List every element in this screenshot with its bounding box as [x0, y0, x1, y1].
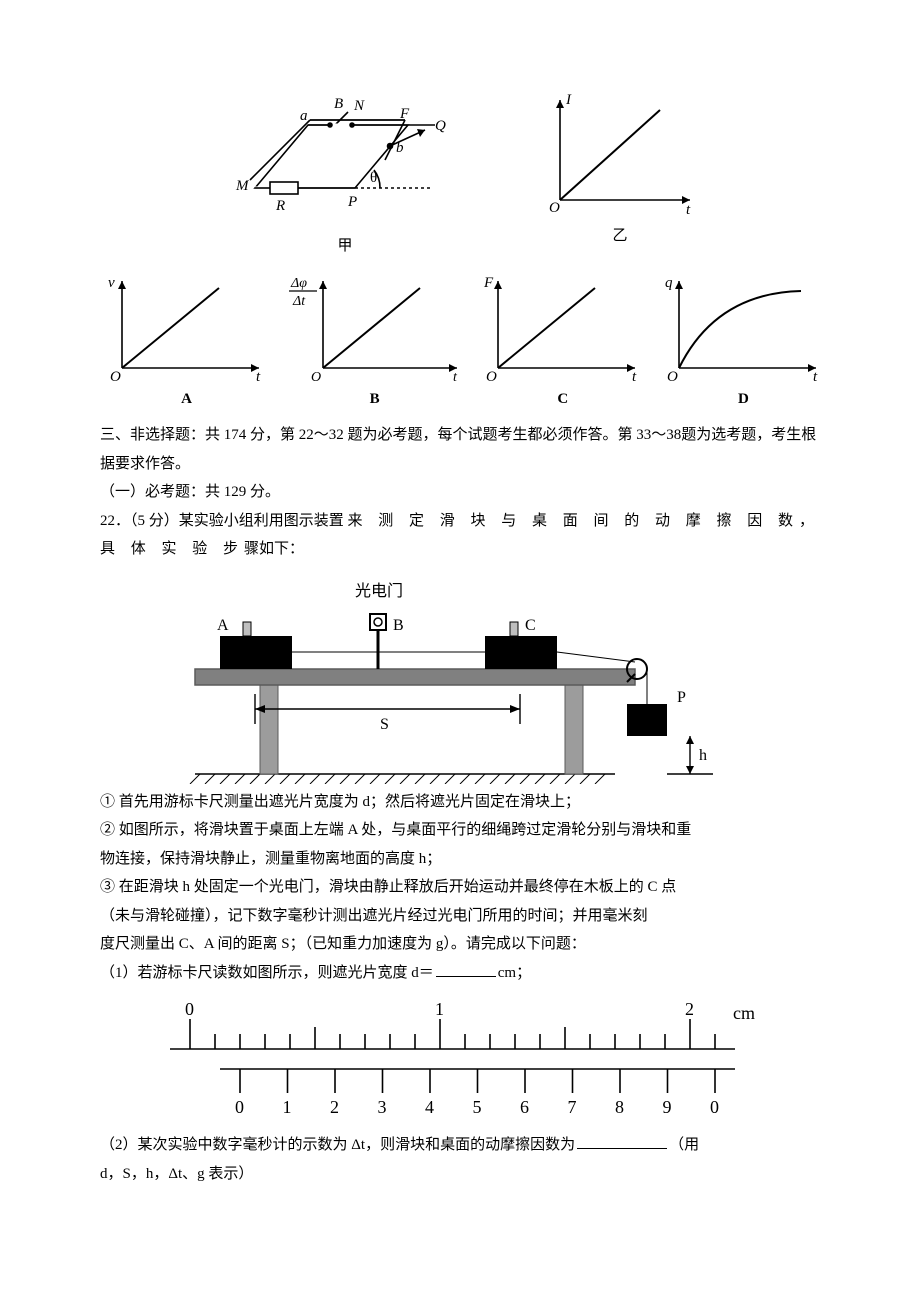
panel-C: F O t C	[480, 273, 645, 414]
panel-B-origin: O	[311, 370, 321, 383]
svg-text:2: 2	[685, 999, 694, 1019]
label-F: F	[399, 106, 410, 122]
panel-C-origin: O	[486, 369, 497, 383]
label-a: a	[300, 108, 308, 124]
label-apparatus-B: B	[393, 617, 404, 634]
panel-A-y: v	[108, 275, 115, 291]
sub-q2-pre: （2）某次实验中数字毫秒计的示数为 Δt，则滑块和桌面的动摩擦因数为	[100, 1137, 575, 1153]
steps-text: ① 首先用游标卡尺测量出遮光片宽度为 d；然后将遮光片固定在滑块上； ② 如图所…	[100, 788, 830, 988]
circuit-figure-panel: B N a F Q M R P b θ 甲	[230, 90, 460, 261]
panel-A-label: A	[181, 385, 192, 414]
sub-q1: （1）若游标卡尺读数如图所示，则遮光片宽度 d＝ cm；	[100, 959, 830, 988]
panel-B-y-den: Δt	[292, 294, 306, 309]
q22-line1: 22．（5 分）某实验小组利用图示装置 来 测 定 滑 块 与 桌 面 间 的 …	[100, 507, 830, 536]
label-b: b	[396, 140, 404, 156]
label-Q: Q	[435, 118, 446, 134]
panel-D-label: D	[738, 385, 749, 414]
apparatus-svg: 光电门 A B C P S h	[165, 574, 765, 784]
panel-A-svg: v O t	[104, 273, 269, 383]
panel-B: Δφ Δt O t B	[285, 273, 465, 414]
graph-vt-x: t	[686, 202, 691, 218]
svg-text:2: 2	[330, 1097, 339, 1117]
label-P: P	[347, 194, 357, 210]
sub-q1-pre: （1）若游标卡尺读数如图所示，则遮光片宽度 d＝	[100, 965, 434, 981]
svg-text:0: 0	[235, 1097, 244, 1117]
graph-vt-panel: I O t 乙	[540, 90, 700, 261]
svg-text:3: 3	[378, 1097, 387, 1117]
label-apparatus-C: C	[525, 617, 536, 634]
sub-q2-line1: （2）某次实验中数字毫秒计的示数为 Δt，则滑块和桌面的动摩擦因数为 （用	[100, 1131, 830, 1160]
step-2a: ② 如图所示，将滑块置于桌面上左端 A 处，与桌面平行的细绳跨过定滑轮分别与滑块…	[100, 816, 830, 845]
q22-line2: 具 体 实 验 步骤如下：	[100, 535, 830, 564]
panel-B-label: B	[370, 385, 380, 414]
q22-line1-normal: 22．（5 分）某实验小组利用图示装置	[100, 513, 344, 529]
label-M: M	[235, 178, 250, 194]
graph-vt-y: I	[565, 92, 572, 108]
label-apparatus-A: A	[217, 617, 229, 634]
q22-line2-tail: 骤如下：	[244, 541, 304, 557]
q22-line1-spaced: 来 测 定 滑 块 与 桌 面 间 的 动 摩 擦 因 数，	[348, 513, 821, 529]
panel-C-y: F	[483, 275, 494, 291]
section-heading: 三、非选择题：共 174 分，第 22～32 题为必考题，每个试题考生都必须作答…	[100, 421, 830, 478]
panel-A-origin: O	[110, 369, 121, 383]
panel-D-origin: O	[667, 369, 678, 383]
sub-q2-post: （用	[669, 1137, 699, 1153]
svg-text:8: 8	[615, 1097, 624, 1117]
panel-D-svg: q O t	[661, 273, 826, 383]
svg-text:0: 0	[710, 1097, 719, 1117]
subsection: （一）必考题：共 129 分。	[100, 478, 830, 507]
svg-text:1: 1	[283, 1097, 292, 1117]
svg-text:6: 6	[520, 1097, 529, 1117]
svg-text:5: 5	[473, 1097, 482, 1117]
sub-q2-line2: d，S，h，Δt、g 表示）	[100, 1160, 830, 1189]
step-3b: （未与滑轮碰撞），记下数字毫秒计测出遮光片经过光电门所用的时间；并用毫米刻	[100, 902, 830, 931]
step-3a: ③ 在距滑块 h 处固定一个光电门，滑块由静止释放后开始运动并最终停在木板上的 …	[100, 873, 830, 902]
panel-D: q O t D	[661, 273, 826, 414]
panel-B-y-num: Δφ	[290, 276, 307, 291]
top-figure-row: B N a F Q M R P b θ 甲 I	[100, 90, 830, 261]
panel-C-x: t	[632, 369, 637, 383]
circuit-svg: B N a F Q M R P b θ	[230, 90, 460, 230]
circuit-caption: 甲	[337, 232, 352, 261]
svg-text:4: 4	[425, 1097, 434, 1117]
label-N: N	[353, 98, 365, 114]
photogate-icon	[370, 614, 386, 669]
section-text: 三、非选择题：共 174 分，第 22～32 题为必考题，每个试题考生都必须作答…	[100, 421, 830, 564]
graph-vt-origin: O	[549, 200, 560, 216]
label-theta: θ	[370, 170, 377, 186]
label-R: R	[275, 198, 285, 214]
blank-d[interactable]	[436, 961, 496, 977]
subq2-text: （2）某次实验中数字毫秒计的示数为 Δt，则滑块和桌面的动摩擦因数为 （用 d，S…	[100, 1131, 830, 1188]
label-photogate: 光电门	[355, 582, 403, 600]
label-apparatus-h: h	[699, 747, 707, 764]
blank-mu[interactable]	[577, 1133, 667, 1149]
four-panel-row: v O t A Δφ Δt O t B	[100, 273, 830, 414]
panel-A-x: t	[256, 369, 261, 383]
panel-A: v O t A	[104, 273, 269, 414]
vernier-svg: 0 1 2 cm 0 1 2 3 4 5 6 7 8 9 0	[145, 997, 785, 1127]
panel-C-label: C	[557, 385, 568, 414]
svg-text:7: 7	[568, 1097, 577, 1117]
label-apparatus-S: S	[380, 716, 389, 733]
svg-text:cm: cm	[733, 1003, 755, 1023]
step-2b: 物连接，保持滑块静止，测量重物离地面的高度 h；	[100, 845, 830, 874]
sub-q1-post: cm；	[498, 965, 531, 981]
graph-vt-caption: 乙	[612, 222, 627, 251]
svg-text:0: 0	[185, 999, 194, 1019]
panel-B-svg: Δφ Δt O t	[285, 273, 465, 383]
panel-D-x: t	[813, 369, 818, 383]
step-3c: 度尺测量出 C、A 间的距离 S；（已知重力加速度为 g）。请完成以下问题：	[100, 930, 830, 959]
panel-D-y: q	[665, 275, 673, 291]
svg-text:9: 9	[663, 1097, 672, 1117]
label-apparatus-P: P	[677, 689, 686, 706]
label-B: B	[334, 96, 343, 112]
svg-text:1: 1	[435, 999, 444, 1019]
panel-C-svg: F O t	[480, 273, 645, 383]
graph-vt-svg: I O t	[540, 90, 700, 220]
q22-line2-spaced: 具 体 实 验 步	[100, 541, 244, 557]
panel-B-x: t	[453, 370, 458, 383]
step-1: ① 首先用游标卡尺测量出遮光片宽度为 d；然后将遮光片固定在滑块上；	[100, 788, 830, 817]
